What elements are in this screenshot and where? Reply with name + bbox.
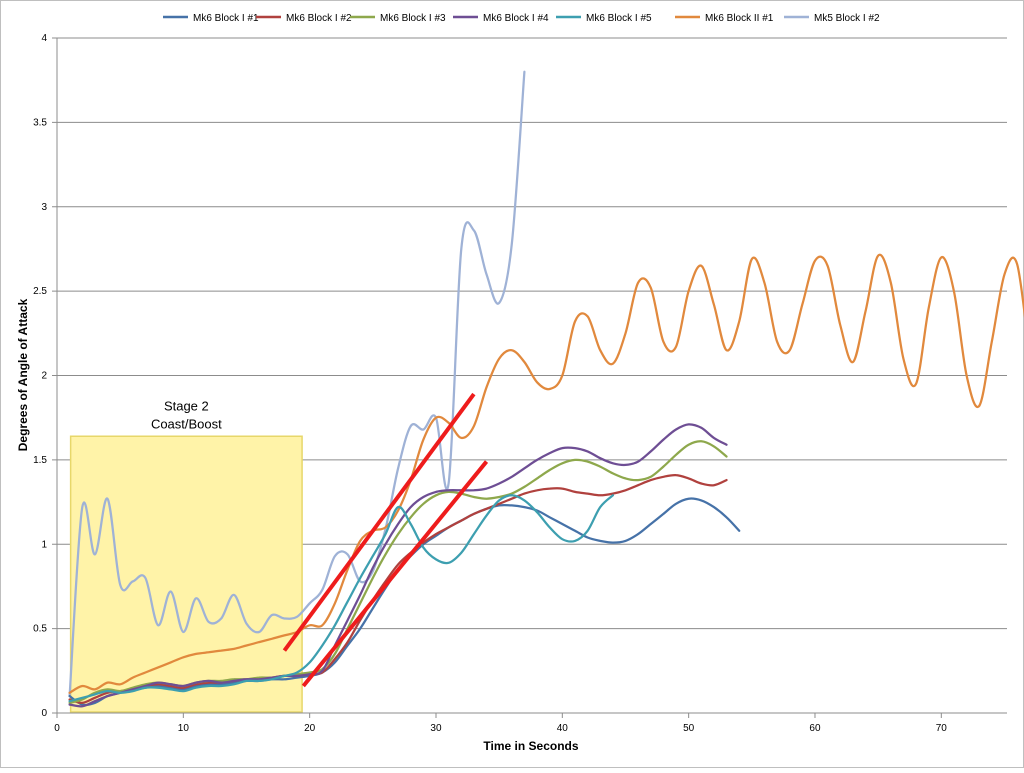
legend-label: Mk6 Block II #1 [705,13,774,24]
annotation-box-layer: Stage 2 Coast/Boost [69,398,303,713]
legend-label: Mk5 Block I #2 [814,13,880,24]
series-line-mk5-block-i-2 [68,70,526,698]
trend-line-2 [301,460,489,688]
stage2-annotation-box [69,435,303,713]
series-line-mk6-block-i-5 [68,494,615,703]
axes: 00.511.522.533.540 10 20 30 40 50 60 70 [33,33,1007,734]
y-tick-label: 0 [41,708,47,719]
y-tick-label: 2.5 [33,286,47,297]
y-tick-label: 3.5 [33,117,47,128]
trend-lines [282,392,489,688]
trend-line-1 [282,392,476,652]
annotation-label-line2: Coast/Boost [151,416,222,431]
y-tick-label: 1.5 [33,455,47,466]
x-axis-label: Time in Seconds [483,739,578,753]
legend-label: Mk6 Block I #4 [483,13,549,24]
y-tick-label: 1 [41,539,47,550]
legend-label: Mk6 Block I #2 [286,13,352,24]
legend-label: Mk6 Block I #5 [586,13,652,24]
legend-label: Mk6 Block I #3 [380,13,446,24]
series-line-mk6-block-i-4 [68,423,728,708]
x-tick-label: 20 [304,723,316,734]
x-tick-label: 40 [557,723,569,734]
series-line-mk6-block-i-2 [68,473,728,705]
y-tick-label: 3 [41,202,47,213]
y-axis-label: Degrees of Angle of Attack [16,298,30,451]
x-tick-label: 60 [809,723,821,734]
y-tick-label: 2 [41,371,47,382]
annotation-label-line1: Stage 2 [164,398,209,413]
x-tick-label: 30 [430,723,442,734]
x-tick-label: 0 [54,723,60,734]
legend-label: Mk6 Block I #1 [193,13,259,24]
y-tick-label: 0.5 [33,624,47,635]
legend: Mk6 Block I #1 Mk6 Block I #2 Mk6 Block I … [163,13,880,24]
y-tick-label: 4 [41,33,47,44]
x-tick-label: 10 [178,723,190,734]
x-tick-label: 70 [936,723,948,734]
x-tick-label: 50 [683,723,695,734]
series-line-mk6-block-ii-1 [68,253,1024,694]
